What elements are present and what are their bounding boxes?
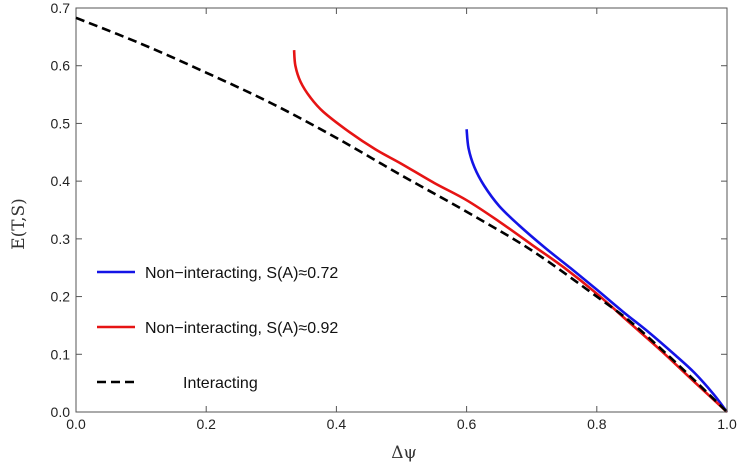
plot-frame: [75, 7, 728, 413]
x-tick-label: 0.6: [457, 416, 477, 432]
series-line-red: [292, 50, 728, 413]
x-tick-label: 1.0: [717, 416, 737, 432]
y-tick-label: 0.0: [51, 404, 71, 420]
series-layer: [75, 16, 729, 413]
legend: Non−interacting, S(A)≈0.72 Non−interactin…: [97, 265, 338, 392]
x-tick-label: 0.4: [327, 416, 347, 432]
y-tick-label: 0.3: [51, 231, 71, 247]
y-tick-label: 0.5: [51, 115, 71, 131]
legend-label: Non−interacting, S(A)≈0.72: [145, 265, 338, 282]
y-tick-label: 0.6: [51, 58, 71, 74]
x-tick-label: 0.2: [196, 416, 216, 432]
legend-item-red: Non−interacting, S(A)≈0.92: [97, 320, 338, 337]
x-tick-label: 0.8: [587, 416, 607, 432]
y-tick-label: 0.4: [51, 173, 71, 189]
legend-label: Interacting: [183, 375, 258, 392]
plot-area-border: [75, 7, 728, 413]
series-line-blue: [465, 129, 729, 413]
y-tick-label: 0.7: [51, 0, 71, 16]
legend-label: Non−interacting, S(A)≈0.92: [145, 320, 338, 337]
x-tick-label: 0.0: [66, 416, 86, 432]
x-axis-label: Δψ: [391, 443, 417, 463]
y-tick-label: 0.1: [51, 346, 71, 362]
series-line-interacting: [75, 16, 728, 413]
ticks-layer: 0.0 0.2 0.4 0.6 0.8 1.0 0.0 0.1 0.2 0.3 0.4 0.5 0.6 0…: [51, 0, 737, 432]
legend-item-interacting: Interacting: [97, 375, 258, 392]
y-axis-label: E(T,S): [9, 198, 29, 250]
y-tick-label: 0.2: [51, 289, 71, 305]
legend-item-blue: Non−interacting, S(A)≈0.72: [97, 265, 338, 282]
